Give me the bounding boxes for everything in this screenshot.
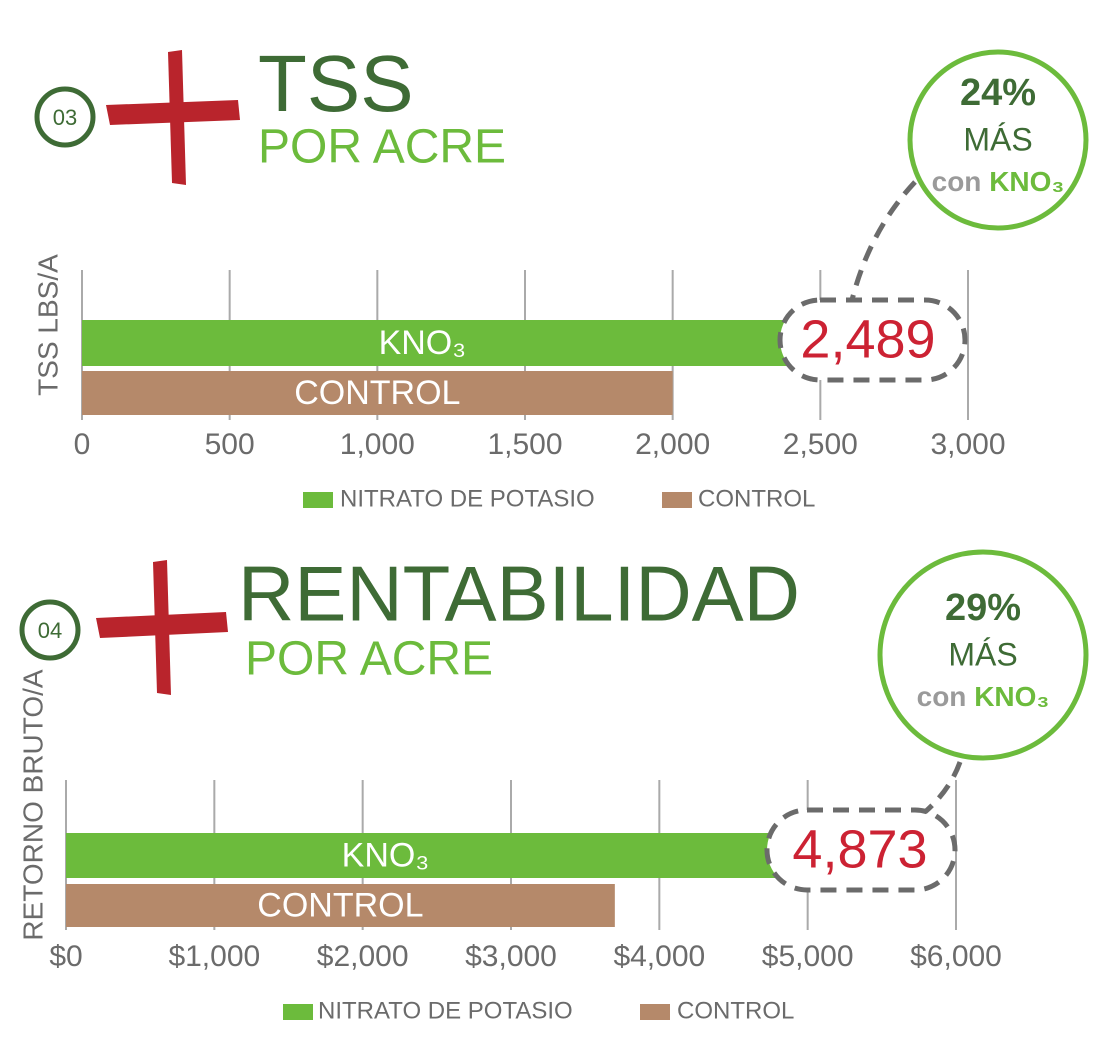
value-highlight <box>764 807 958 893</box>
legend-swatch <box>662 492 692 508</box>
callout-prefix: con <box>917 681 967 712</box>
y-axis-label: RETORNO BRUTO/A <box>17 669 48 941</box>
x-tick-label: $3,000 <box>465 940 557 973</box>
legend-swatch <box>303 492 333 508</box>
bar <box>82 320 818 366</box>
x-tick-label: 1,000 <box>340 428 415 461</box>
callout-text: MÁS <box>948 636 1017 672</box>
x-tick-label: 0 <box>74 428 91 461</box>
x-tick-label: 1,500 <box>487 428 562 461</box>
badge-label: 04 <box>38 618 62 643</box>
x-tick-label: $2,000 <box>317 940 409 973</box>
x-tick-label: 2,500 <box>783 428 858 461</box>
value-label: 2,489 <box>800 309 935 369</box>
callout-footer: con KNO₃ <box>917 681 1050 712</box>
bar <box>66 833 789 878</box>
chart-subtitle: POR ACRE <box>258 121 506 174</box>
legend-swatch <box>283 1004 313 1020</box>
value-label: 4,873 <box>792 819 927 879</box>
bar-label: KNO₃ <box>379 324 467 362</box>
chart-title: RENTABILIDAD <box>238 550 800 638</box>
x-tick-label: $0 <box>49 940 82 973</box>
x-tick-label: 2,000 <box>635 428 710 461</box>
x-tick-label: $1,000 <box>168 940 260 973</box>
callout-footer: con KNO₃ <box>932 166 1065 197</box>
bar <box>82 371 673 415</box>
callout-emphasis: KNO₃ <box>989 166 1064 197</box>
callout-connector <box>923 761 963 814</box>
callout-percent: 29% <box>945 587 1021 629</box>
chart-subtitle: POR ACRE <box>245 633 493 686</box>
x-tick-label: $4,000 <box>613 940 705 973</box>
legend-label: NITRATO DE POTASIO <box>340 485 595 512</box>
callout-prefix: con <box>932 166 982 197</box>
badge-circle <box>34 86 96 148</box>
callout-emphasis: KNO₃ <box>974 681 1049 712</box>
bar <box>66 884 615 927</box>
y-axis-label: TSS LBS/A <box>32 254 63 396</box>
x-tick-label: 3,000 <box>930 428 1005 461</box>
cross-2 <box>96 560 228 695</box>
cross-1 <box>106 50 240 185</box>
badge-circle <box>19 599 81 661</box>
callout-circle <box>907 49 1089 231</box>
bar-label: KNO₃ <box>342 836 430 874</box>
badge-label: 03 <box>53 105 77 130</box>
bar-label: CONTROL <box>257 886 423 924</box>
value-highlight <box>777 297 968 383</box>
x-tick-label: $6,000 <box>910 940 1002 973</box>
callout-connector <box>849 180 917 301</box>
callout-circle <box>877 549 1089 761</box>
bar-label: CONTROL <box>294 374 460 412</box>
legend-swatch <box>640 1004 670 1020</box>
x-tick-label: 500 <box>205 428 255 461</box>
legend-label: CONTROL <box>698 485 815 512</box>
x-tick-label: $5,000 <box>762 940 854 973</box>
legend-label: NITRATO DE POTASIO <box>318 997 573 1024</box>
legend-label: CONTROL <box>677 997 794 1024</box>
chart-title: TSS <box>258 39 414 128</box>
callout-text: MÁS <box>963 121 1032 157</box>
callout-percent: 24% <box>960 72 1036 114</box>
